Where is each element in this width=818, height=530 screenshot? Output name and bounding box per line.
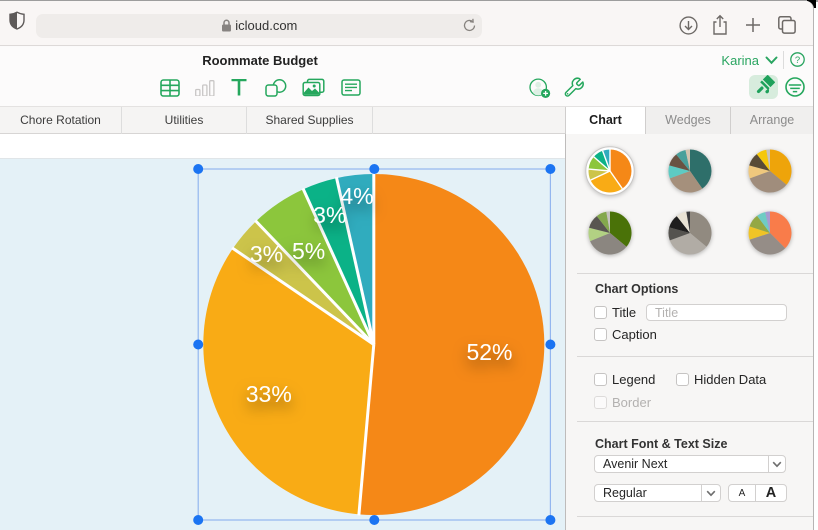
svg-text:3%: 3% — [250, 241, 283, 267]
svg-text:33%: 33% — [246, 381, 292, 407]
svg-text:3%: 3% — [313, 202, 346, 228]
svg-text:5%: 5% — [292, 238, 325, 264]
svg-text:52%: 52% — [466, 339, 512, 365]
svg-text:4%: 4% — [340, 183, 373, 209]
svg-text:?: ? — [795, 55, 800, 66]
